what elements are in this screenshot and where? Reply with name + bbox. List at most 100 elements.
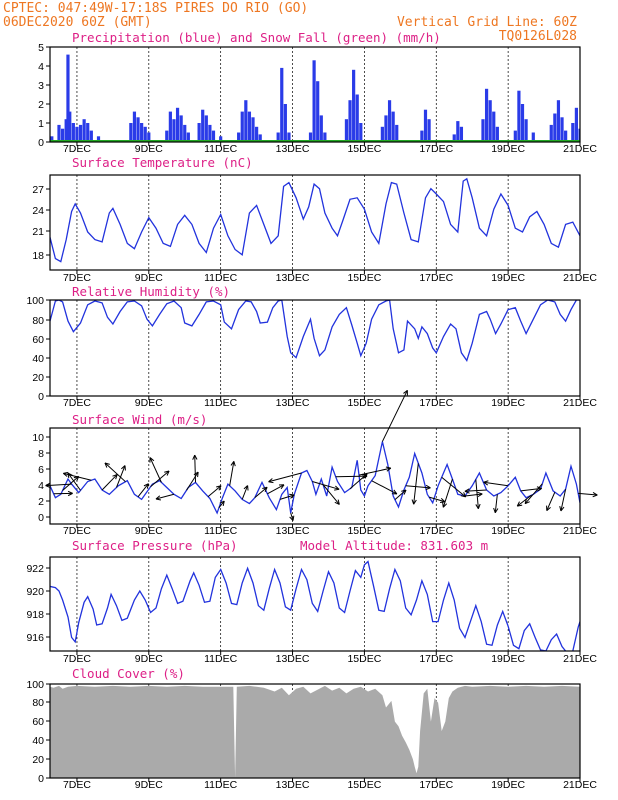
wind-vector	[442, 478, 453, 508]
precip-bar	[387, 100, 392, 142]
wind-vector-shaft	[229, 461, 235, 486]
wind-vector-head	[537, 487, 542, 492]
wind-vector-shaft	[218, 500, 225, 509]
precip-bar	[251, 117, 255, 142]
wind-vector-head	[335, 485, 340, 490]
wind-vector-head	[121, 465, 126, 470]
precip-bar	[201, 109, 205, 142]
precip-bar	[495, 126, 499, 142]
precip-bar	[323, 132, 327, 142]
precip-bar	[574, 107, 579, 142]
rh-ytick-label: 60	[32, 334, 44, 346]
wind-vector-head	[67, 472, 70, 479]
precip-ytick-label: 1	[38, 118, 44, 130]
precip-bar	[186, 132, 190, 142]
cloud-ytick-label: 0	[38, 773, 44, 785]
wind-xtick-label: 11DEC	[204, 525, 237, 537]
precip-ytick-label: 0	[38, 137, 44, 149]
precip-bar	[452, 134, 456, 142]
wind-vector-head	[386, 467, 392, 472]
precip-bar	[183, 124, 187, 142]
wind-vector-head	[494, 508, 499, 514]
wind-vector-head	[194, 454, 198, 460]
precip-bar	[255, 126, 259, 142]
wind-vector	[207, 485, 222, 497]
precip-bar	[211, 130, 216, 142]
precip-bar	[484, 88, 489, 142]
wind-vector	[116, 465, 126, 488]
wind-vector-head	[233, 461, 236, 467]
wind-vector-head	[289, 516, 294, 521]
precip-ytick-label: 4	[38, 61, 44, 73]
rh-plot	[50, 300, 580, 362]
wind-vector-head	[524, 501, 530, 505]
precip-bar	[492, 111, 496, 142]
wind-vector-shaft	[349, 473, 368, 490]
wind-vector	[578, 492, 598, 498]
rh-xtick-label: 13DEC	[276, 397, 310, 409]
wind-vector-head	[155, 498, 161, 501]
wind-vector	[289, 512, 295, 521]
precip-bar	[71, 123, 75, 142]
wind-xtick-label: 15DEC	[347, 525, 381, 537]
precip-bar	[456, 121, 460, 142]
wind-vector-shaft	[524, 483, 543, 504]
pressure-ytick-label: 920	[26, 586, 44, 598]
precip-bar	[352, 69, 356, 142]
precip-ytick-label: 5	[38, 42, 44, 54]
precip-bar	[179, 115, 183, 142]
precip-xtick-label: 15DEC	[347, 143, 381, 155]
wind-vector-head	[483, 480, 489, 483]
precip-bar	[564, 130, 568, 142]
rh-line	[50, 300, 580, 362]
cloud-frame	[49, 683, 581, 779]
precip-bar	[96, 136, 101, 142]
wind-vector-shaft	[578, 492, 598, 496]
precip-bar	[513, 130, 517, 142]
wind-vector	[218, 500, 225, 509]
precip-bar	[578, 128, 580, 142]
wind-vector-shaft	[428, 496, 446, 503]
wind-vector-head	[364, 473, 368, 479]
wind-title: Surface Wind (m/s)	[72, 412, 207, 427]
wind-vector-head	[411, 499, 415, 505]
wind-vector-head	[477, 503, 481, 509]
cloud-xtick-label: 13DEC	[276, 779, 310, 791]
wind-vector-shaft	[155, 493, 175, 500]
wind-vector	[279, 493, 295, 500]
wind-vector	[358, 466, 392, 476]
precip-bar	[136, 117, 140, 142]
precip-bar	[276, 132, 280, 142]
wind-xtick-label: 17DEC	[419, 525, 453, 537]
wind-vector-shaft	[254, 486, 268, 499]
temp-title: Surface Temperature (nC)	[72, 155, 253, 170]
precip-bar	[517, 90, 521, 142]
precip-bar	[420, 130, 424, 142]
precip-bar	[197, 123, 201, 142]
precip-bar	[64, 119, 68, 142]
wind-vector	[155, 493, 175, 501]
wind-vector-head	[442, 503, 448, 508]
precip-bar	[247, 111, 252, 142]
wind-vector-shaft	[322, 484, 340, 505]
wind-vector-head	[393, 489, 398, 495]
wind-vector	[464, 488, 487, 494]
temp-xtick-label: 9DEC	[135, 272, 163, 284]
wind-vector	[405, 484, 431, 491]
wind-vector-head	[334, 501, 340, 505]
wind-vector-shaft	[371, 480, 398, 495]
rh-xtick-label: 7DEC	[63, 397, 91, 409]
wind-line	[50, 441, 580, 515]
wind-vector	[464, 491, 483, 498]
wind-vector-shaft	[464, 493, 483, 497]
wind-vector-head	[115, 474, 118, 480]
wind-vector	[104, 462, 126, 483]
wind-vector-head	[280, 484, 285, 490]
wind-xtick-label: 9DEC	[135, 525, 163, 537]
wind-vector-head	[268, 478, 273, 483]
wind-ytick-label: 0	[38, 512, 44, 524]
precip-bar	[312, 60, 316, 142]
pressure-xtick-label: 17DEC	[419, 653, 453, 665]
wind-ytick-label: 10	[32, 432, 44, 444]
rh-title: Relative Humidity (%)	[72, 284, 230, 299]
